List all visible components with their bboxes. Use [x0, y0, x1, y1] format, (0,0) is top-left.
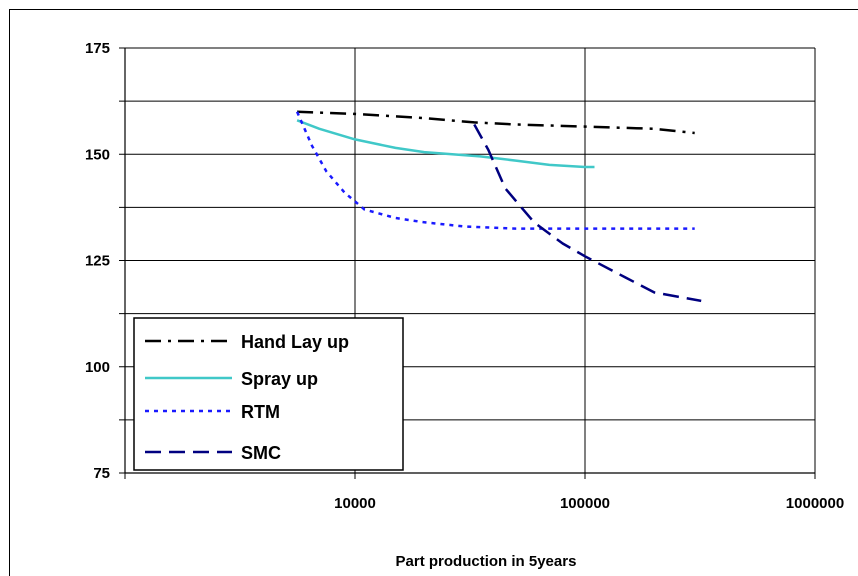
y-tick-label: 150 — [85, 146, 110, 163]
x-tick-label: 100000 — [560, 495, 610, 512]
legend-label-smc: SMC — [241, 443, 281, 463]
series-line-hand-lay-up — [297, 110, 695, 135]
legend-label-hand-lay-up: Hand Lay up — [241, 332, 349, 352]
legend-box — [133, 317, 404, 471]
series-line-rtm — [295, 111, 695, 230]
x-tick-label: 1000000 — [786, 495, 844, 512]
legend-label-spray-up: Spray up — [241, 369, 318, 389]
chart-frame — [9, 9, 858, 576]
series-line-spray-up — [296, 119, 595, 169]
legend-label-rtm: RTM — [241, 402, 280, 422]
x-tick-label: 10000 — [334, 495, 376, 512]
series-line-smc — [473, 123, 702, 303]
series-layer — [295, 110, 702, 303]
tick-labels: 75 100 125 150 175 10000 100000 1000000 — [85, 40, 844, 512]
y-tick-label: 125 — [85, 253, 110, 270]
x-axis-title: Part production in 5years — [396, 553, 577, 570]
grid-layer — [125, 47, 816, 473]
legend: Hand Lay up Spray up RTM SMC — [133, 317, 404, 471]
axis-layer — [119, 47, 816, 479]
y-tick-label: 175 — [85, 40, 110, 57]
y-tick-label: 100 — [85, 359, 110, 376]
y-tick-label: 75 — [93, 465, 110, 482]
